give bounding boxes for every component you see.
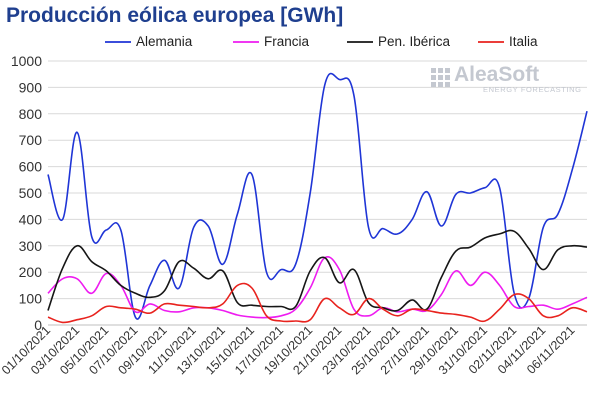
- legend-label: Pen. Ibérica: [378, 34, 451, 49]
- series-line-francia: [47, 256, 588, 319]
- aleasoft-logo: AleaSoft ENERGY FORECASTING: [430, 63, 582, 97]
- logo-tagline: ENERGY FORECASTING: [483, 85, 582, 94]
- series-line-italia: [47, 282, 588, 324]
- series-line-pen-ib-rica: [47, 229, 588, 312]
- y-tick-label: 0: [34, 317, 42, 333]
- legend-label: Italia: [509, 34, 538, 49]
- series-line-alemania: [47, 72, 588, 320]
- logo-grid-icon: [431, 68, 450, 87]
- y-tick-label: 900: [19, 79, 43, 95]
- y-tick-label: 300: [19, 238, 43, 254]
- y-tick-label: 800: [19, 106, 43, 122]
- gridlines: [48, 60, 587, 326]
- y-tick-label: 1000: [11, 53, 42, 69]
- legend-label: Alemania: [136, 34, 193, 49]
- y-axis: 0 100 200 300 400 500 600 700 800 900 1000: [11, 53, 42, 333]
- y-tick-label: 200: [19, 264, 43, 280]
- y-tick-label: 700: [19, 132, 43, 148]
- legend-label: Francia: [264, 34, 310, 49]
- y-tick-label: 100: [19, 291, 43, 307]
- y-tick-label: 500: [19, 185, 43, 201]
- y-tick-label: 400: [19, 211, 43, 227]
- series-lines: [47, 72, 588, 324]
- logo-name: AleaSoft: [454, 63, 540, 86]
- y-tick-label: 600: [19, 159, 43, 175]
- x-axis: 01/10/202103/10/202105/10/202107/10/2021…: [0, 323, 578, 377]
- chart-title: Producción eólica europea [GWh]: [6, 4, 344, 27]
- legend: Alemania Francia Pen. Ibérica Italia: [105, 34, 538, 49]
